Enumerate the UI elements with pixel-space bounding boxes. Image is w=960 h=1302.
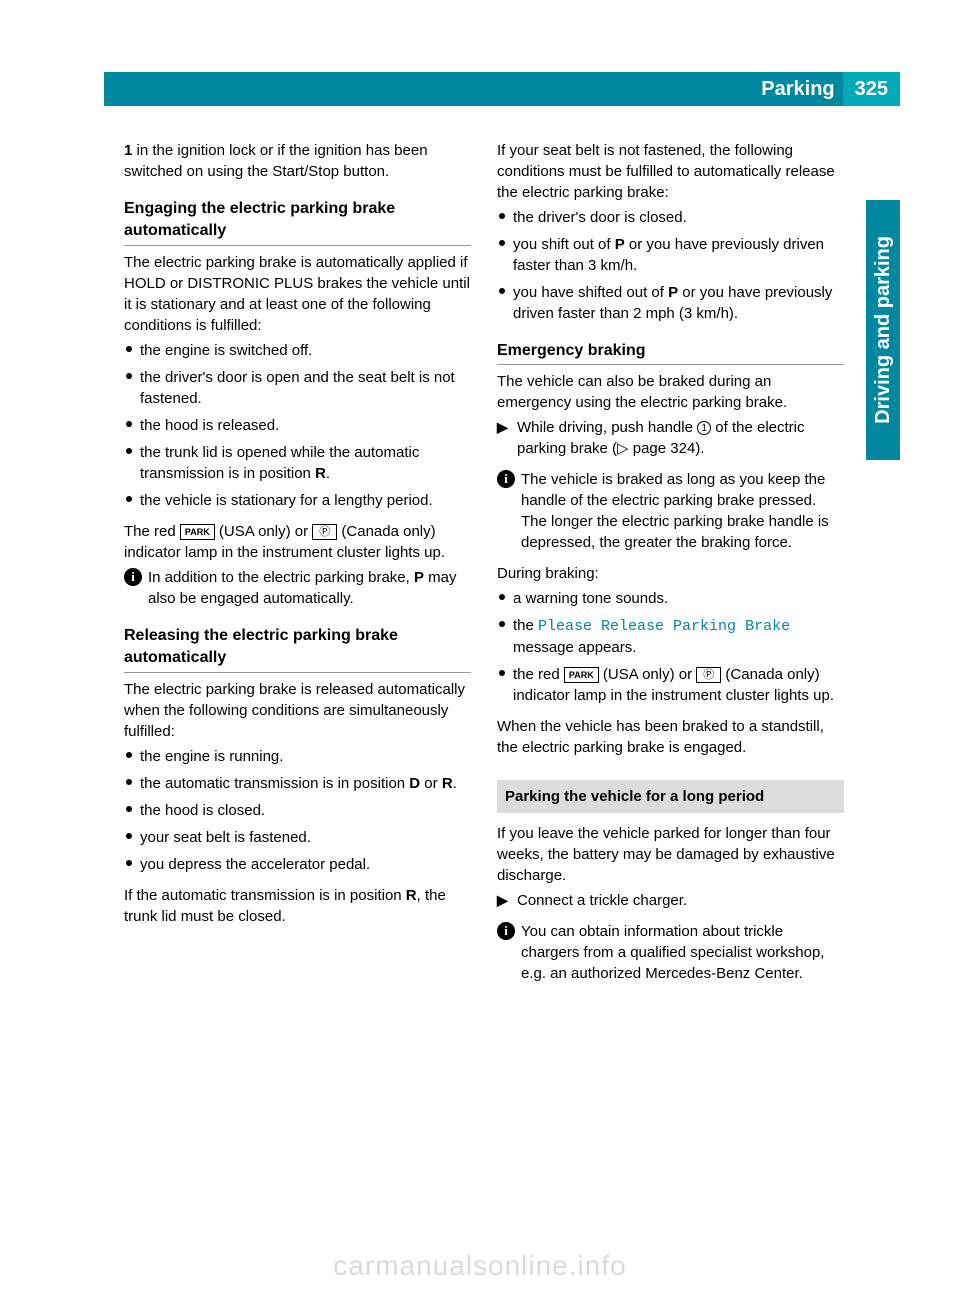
emergency-description: The vehicle can also be braked during an…	[497, 371, 844, 413]
park-indicator-icon: PARK	[180, 524, 215, 540]
list-item: a warning tone sounds.	[499, 588, 844, 609]
park-indicator-icon: PARK	[564, 667, 599, 683]
release-end-note: If the automatic transmission is in posi…	[124, 885, 471, 927]
position-p: P	[615, 236, 625, 253]
p-indicator-icon: Ⓟ	[312, 524, 337, 540]
action-arrow-icon: ▶	[497, 891, 511, 911]
list-item: you depress the accelerator pedal.	[126, 854, 471, 875]
watermark: carmanualsonline.info	[0, 1250, 960, 1282]
position-r: R	[442, 775, 453, 792]
action-step: ▶ While driving, push handle 1 of the el…	[497, 417, 844, 459]
long-period-description: If you leave the vehicle parked for long…	[497, 823, 844, 886]
page-header: Parking 325	[104, 72, 900, 106]
release-heading: Releasing the electric parking brake aut…	[124, 625, 471, 673]
engage-description: The electric parking brake is automatica…	[124, 252, 471, 336]
position-p: P	[414, 569, 424, 586]
info-text: The vehicle is braked as long as you kee…	[521, 469, 844, 553]
chapter-tab: Driving and parking	[866, 200, 900, 460]
list-item: your seat belt is fastened.	[126, 827, 471, 848]
position-p: P	[668, 284, 678, 301]
indicator-lamp-text: The red PARK (USA only) or Ⓟ (Canada onl…	[124, 521, 471, 563]
long-period-heading: Parking the vehicle for a long period	[497, 780, 844, 813]
engage-conditions-list: the engine is switched off. the driver's…	[126, 340, 471, 511]
right-column: If your seat belt is not fastened, the f…	[497, 140, 844, 994]
position-r: R	[315, 465, 326, 482]
list-item: the hood is released.	[126, 415, 471, 436]
info-note: i You can obtain information about trick…	[497, 921, 844, 984]
release-conditions-list: the engine is running. the automatic tra…	[126, 746, 471, 875]
intro-text: in the ignition lock or if the ignition …	[124, 142, 428, 180]
action-step: ▶ Connect a trickle charger.	[497, 890, 844, 911]
intro-continuation: 1 in the ignition lock or if the ignitio…	[124, 140, 471, 182]
action-text: Connect a trickle charger.	[517, 890, 687, 911]
info-icon: i	[497, 470, 515, 488]
info-text: You can obtain information about trickle…	[521, 921, 844, 984]
action-arrow-icon: ▶	[497, 418, 511, 438]
list-item: the Please Release Parking Brake message…	[499, 615, 844, 658]
seatbelt-conditions-intro: If your seat belt is not fastened, the f…	[497, 140, 844, 203]
p-indicator-icon: Ⓟ	[696, 667, 721, 683]
release-description: The electric parking brake is released a…	[124, 679, 471, 742]
handle-number-icon: 1	[697, 421, 711, 435]
left-column: 1 in the ignition lock or if the ignitio…	[124, 140, 471, 994]
info-note: i In addition to the electric parking br…	[124, 567, 471, 609]
info-note: i The vehicle is braked as long as you k…	[497, 469, 844, 553]
engage-heading: Engaging the electric parking brake auto…	[124, 198, 471, 246]
emergency-heading: Emergency braking	[497, 340, 844, 365]
list-item: the hood is closed.	[126, 800, 471, 821]
list-item: the driver's door is open and the seat b…	[126, 367, 471, 409]
list-item: the automatic transmission is in positio…	[126, 773, 471, 794]
position-d: D	[409, 775, 420, 792]
chapter-tab-text: Driving and parking	[872, 236, 895, 424]
position-r: R	[406, 887, 417, 904]
content-area: 1 in the ignition lock or if the ignitio…	[124, 140, 844, 994]
list-item: the trunk lid is opened while the automa…	[126, 442, 471, 484]
display-message: Please Release Parking Brake	[538, 618, 790, 635]
list-item: the driver's door is closed.	[499, 207, 844, 228]
seatbelt-conditions-list: the driver's door is closed. you shift o…	[499, 207, 844, 324]
page-number: 325	[843, 72, 900, 106]
list-item: the red PARK (USA only) or Ⓟ (Canada onl…	[499, 664, 844, 706]
list-item: the vehicle is stationary for a lengthy …	[126, 490, 471, 511]
info-icon: i	[497, 922, 515, 940]
list-item: you shift out of P or you have previousl…	[499, 234, 844, 276]
list-item: you have shifted out of P or you have pr…	[499, 282, 844, 324]
list-item: the engine is running.	[126, 746, 471, 767]
info-icon: i	[124, 568, 142, 586]
list-item: the engine is switched off.	[126, 340, 471, 361]
during-braking-label: During braking:	[497, 563, 844, 584]
standstill-text: When the vehicle has been braked to a st…	[497, 716, 844, 758]
info-text: In addition to the electric parking brak…	[148, 567, 471, 609]
action-text: While driving, push handle 1 of the elec…	[517, 417, 844, 459]
header-section-title: Parking	[761, 78, 842, 101]
during-braking-list: a warning tone sounds. the Please Releas…	[499, 588, 844, 706]
